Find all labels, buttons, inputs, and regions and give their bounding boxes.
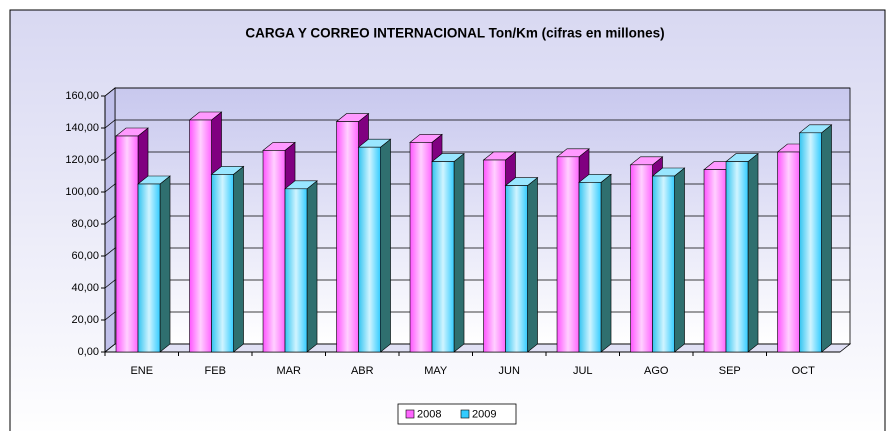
x-tick-label: OCT	[792, 365, 816, 377]
grid-line-side	[104, 183, 116, 193]
legend-box	[397, 403, 517, 425]
bar-3d	[357, 138, 392, 353]
bar-side	[233, 165, 244, 353]
y-tick-label: 0,00	[78, 346, 99, 358]
bar	[578, 182, 602, 353]
bar	[505, 185, 528, 353]
bar-3d	[578, 173, 612, 353]
bar	[284, 188, 308, 353]
grid-line-side	[104, 343, 116, 353]
bar-side	[380, 138, 391, 353]
bar	[189, 119, 212, 353]
bar-side	[600, 173, 612, 353]
bar-3d	[798, 124, 833, 353]
grid-line-side	[104, 279, 116, 289]
y-tick-label: 20,00	[71, 314, 99, 326]
bar	[358, 146, 381, 353]
bar-side	[821, 124, 832, 353]
x-tick-label: FEB	[205, 365, 226, 377]
y-tick-label: 100,00	[65, 186, 99, 198]
bar	[630, 164, 653, 353]
bar	[725, 161, 749, 353]
bar	[115, 135, 139, 353]
bar-3d	[137, 175, 171, 353]
bar-side	[306, 180, 318, 353]
bar-3d	[210, 165, 245, 353]
bar-side	[453, 152, 465, 353]
y-tick-label: 120,00	[65, 154, 99, 166]
y-tick-label: 40,00	[71, 282, 99, 294]
x-tick-label: MAR	[277, 365, 302, 377]
x-tick-label: AGO	[644, 365, 669, 377]
bar	[431, 161, 455, 353]
bar	[777, 151, 800, 353]
bar-side	[747, 152, 759, 353]
x-tick-label: JUN	[499, 365, 520, 377]
bar-side	[674, 167, 685, 353]
grid-line-side	[104, 151, 116, 161]
grid-line-side	[104, 215, 116, 225]
chart-title: CARGA Y CORREO INTERNACIONAL Ton/Km (cif…	[245, 26, 664, 41]
bar	[703, 169, 727, 353]
bar-3d	[284, 180, 318, 353]
bar-side	[159, 175, 171, 353]
bar	[556, 156, 580, 353]
x-tick-label: ABR	[351, 365, 374, 377]
bar-3d	[431, 152, 465, 353]
bar-3d	[651, 167, 686, 353]
bar	[262, 150, 286, 353]
bar-side	[527, 176, 538, 353]
bar	[799, 132, 822, 353]
y-tick-label: 60,00	[71, 250, 99, 262]
grid-line-side	[104, 311, 116, 321]
bar	[652, 175, 675, 353]
legend-label: 2008	[417, 408, 441, 420]
y-tick-label: 140,00	[65, 122, 99, 134]
grid-line-side	[104, 119, 116, 129]
x-tick-label: JUL	[573, 365, 593, 377]
bar	[137, 183, 161, 353]
y-tick-label: 80,00	[71, 218, 99, 230]
legend-swatch	[405, 409, 415, 419]
bar-3d	[504, 176, 539, 353]
grid-line-side	[104, 87, 116, 97]
y-tick-label: 160,00	[65, 90, 99, 102]
x-tick-label: MAY	[424, 365, 448, 377]
bar	[409, 142, 433, 353]
bar	[336, 121, 359, 353]
grid-line-side	[104, 247, 116, 257]
bar-3d	[725, 152, 759, 353]
x-tick-label: ENE	[130, 365, 153, 377]
legend-label: 2009	[472, 408, 496, 420]
bar	[483, 159, 506, 353]
bar	[211, 174, 234, 353]
legend-swatch	[460, 409, 470, 419]
x-tick-label: SEP	[719, 365, 741, 377]
